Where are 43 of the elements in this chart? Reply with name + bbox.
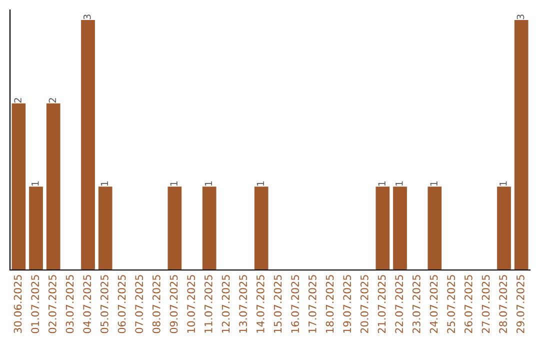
x-tick-label: 23.07.2025 (412, 275, 420, 334)
data-label: 1 (100, 181, 108, 186)
data-label: 1 (256, 181, 264, 186)
data-label: 3 (83, 14, 91, 20)
x-tick-label: 24.07.2025 (430, 275, 438, 334)
x-tick-label: 06.07.2025 (118, 275, 126, 334)
data-label: 1 (204, 181, 212, 186)
x-tick-label: 14.07.2025 (256, 275, 264, 333)
x-tick-label: 27.07.2025 (482, 275, 490, 334)
x-tick-label: 25.07.2025 (447, 275, 456, 334)
data-label: 3 (516, 14, 524, 20)
x-tick-label: 21.07.2025 (378, 275, 386, 334)
x-tick-label: 04.07.2025 (83, 275, 92, 334)
x-tick-label: 17.07.2025 (308, 275, 316, 333)
x-tick-label: 08.07.2025 (152, 275, 160, 334)
x-tick-label: 13.07.2025 (239, 275, 248, 333)
x-tick-label: 01.07.2025 (31, 275, 40, 334)
data-label: 1 (378, 181, 386, 186)
x-tick-label: 15.07.2025 (274, 275, 282, 333)
x-tick-label: 11.07.2025 (204, 275, 212, 333)
data-label: 1 (500, 181, 507, 186)
x-tick-label: 26.07.2025 (464, 275, 472, 334)
x-tick-label: 02.07.2025 (48, 275, 56, 334)
data-label: 1 (32, 181, 39, 186)
x-tick-label: 29.07.2025 (516, 275, 524, 334)
x-tick-label: 22.07.2025 (395, 275, 404, 334)
data-label: 1 (396, 181, 403, 186)
data-label: 1 (430, 181, 438, 186)
x-tick-label: 28.07.2025 (499, 275, 508, 334)
x-tick-label: 20.07.2025 (360, 275, 368, 334)
x-tick-label: 16.07.2025 (291, 275, 300, 333)
x-tick-label: 07.07.2025 (135, 275, 144, 334)
x-tick-label: 30.06.2025 (14, 275, 22, 334)
x-tick-label: 09.07.2025 (170, 275, 178, 334)
data-label: 2 (14, 98, 22, 103)
x-tick-label: 18.07.2025 (326, 275, 334, 333)
x-tick-label: 12.07.2025 (222, 275, 230, 333)
x-tick-label: 03.07.2025 (66, 275, 74, 334)
data-label: 2 (48, 98, 56, 103)
x-tick-label: 05.07.2025 (100, 275, 108, 334)
x-tick-label: 10.07.2025 (187, 275, 196, 333)
x-tick-label: 19.07.2025 (343, 275, 352, 333)
data-label: 1 (170, 181, 178, 186)
